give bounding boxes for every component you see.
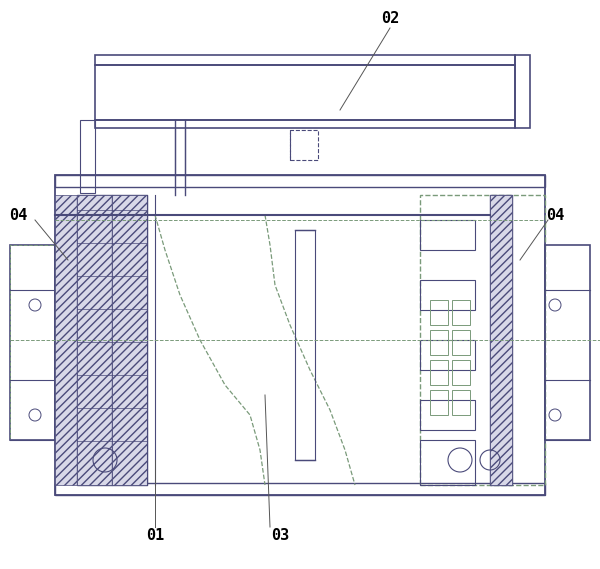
Bar	[95, 55, 515, 65]
Bar	[55, 483, 545, 495]
Bar	[452, 360, 470, 385]
Bar	[420, 220, 475, 250]
Bar	[490, 195, 512, 485]
Text: 04: 04	[9, 208, 27, 222]
Text: 02: 02	[381, 10, 399, 26]
Bar	[420, 400, 475, 430]
Bar	[420, 280, 475, 310]
Bar	[55, 195, 77, 485]
Bar	[55, 175, 545, 495]
Bar	[420, 195, 545, 485]
Bar	[452, 390, 470, 415]
Bar	[80, 120, 95, 193]
Bar	[545, 245, 590, 440]
Bar	[515, 55, 530, 128]
Text: 03: 03	[271, 527, 289, 542]
Bar	[420, 440, 475, 485]
Bar	[430, 360, 448, 385]
Bar	[10, 245, 55, 440]
Text: 04: 04	[546, 208, 564, 222]
Text: 01: 01	[146, 527, 164, 542]
Bar	[112, 195, 147, 485]
Bar	[112, 195, 147, 485]
Bar	[452, 330, 470, 355]
Bar	[290, 130, 318, 160]
Bar	[77, 195, 112, 485]
Bar	[95, 120, 515, 128]
Bar	[55, 175, 545, 187]
Bar	[430, 390, 448, 415]
Bar	[430, 300, 448, 325]
Bar	[452, 300, 470, 325]
Bar	[490, 195, 512, 485]
Bar	[430, 330, 448, 355]
Bar	[420, 340, 475, 370]
Bar	[95, 65, 515, 120]
Bar	[77, 195, 112, 485]
Bar	[10, 245, 55, 440]
Bar	[295, 230, 315, 460]
